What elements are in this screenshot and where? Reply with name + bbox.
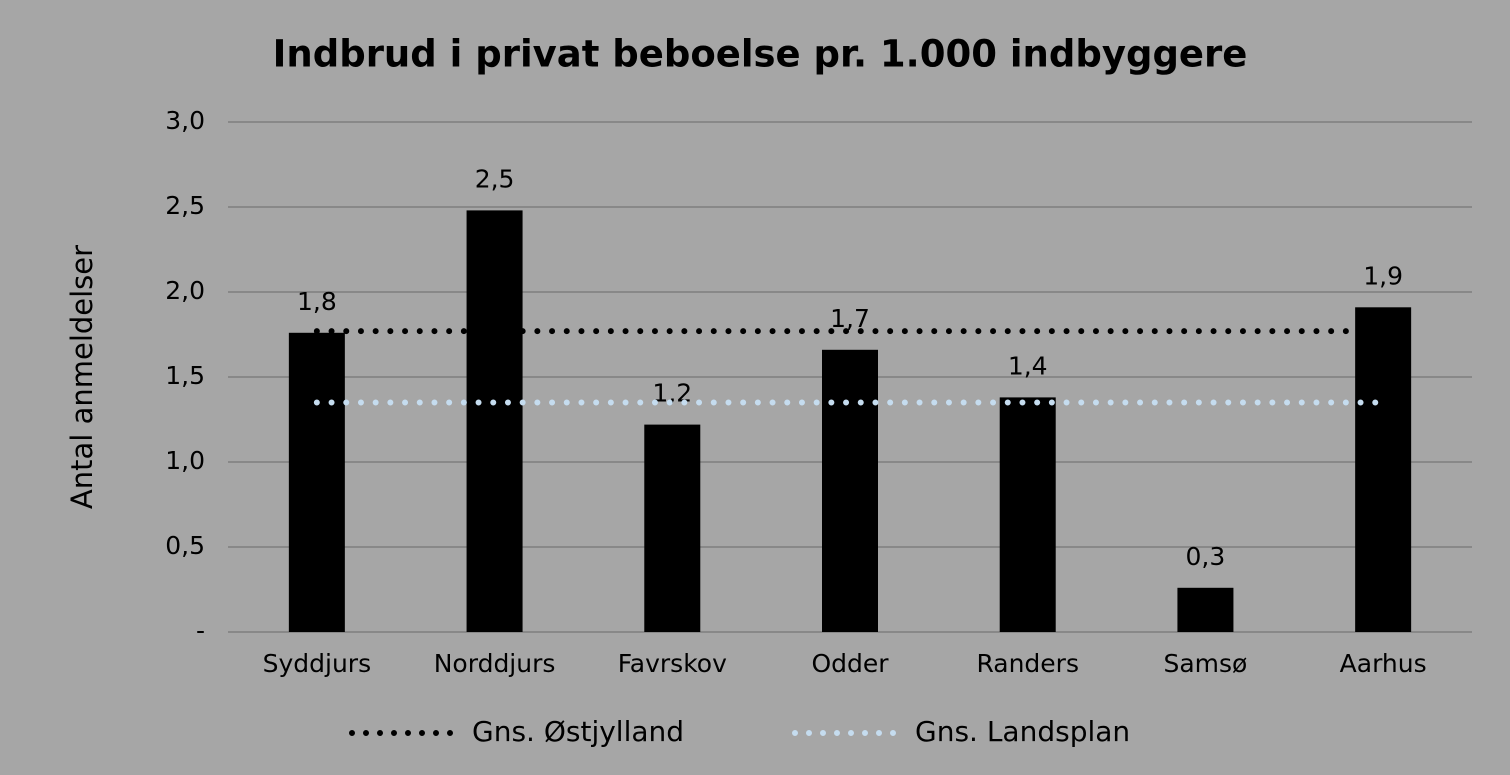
bar	[1355, 307, 1412, 632]
y-tick-label: 1,5	[165, 361, 205, 390]
data-label: 0,3	[1186, 542, 1226, 571]
y-tick-label: 0,5	[165, 531, 205, 560]
y-tick-label: 1,0	[165, 446, 205, 475]
bar	[288, 332, 345, 632]
data-label: 1,7	[830, 304, 870, 333]
x-tick-label: Syddjurs	[263, 649, 372, 678]
legend-label: Gns. Landsplan	[915, 715, 1130, 748]
y-tick-label: 3,0	[165, 106, 205, 135]
x-tick-label: Norddjurs	[434, 649, 556, 678]
bar	[1177, 587, 1234, 632]
x-tick-label: Favrskov	[618, 649, 727, 678]
data-label: 1,8	[297, 287, 337, 316]
bar	[644, 424, 701, 632]
y-tick-label: 2,0	[165, 276, 205, 305]
x-tick-label: Samsø	[1163, 649, 1247, 678]
x-tick-label: Randers	[976, 649, 1079, 678]
data-label: 1,4	[1008, 351, 1048, 380]
y-tick-label: 2,5	[165, 191, 205, 220]
bar	[466, 210, 523, 632]
legend-label: Gns. Østjylland	[472, 715, 684, 748]
y-axis-label: Antal anmeldelser	[65, 245, 99, 509]
y-tick-label: -	[196, 616, 205, 645]
x-tick-label: Aarhus	[1340, 649, 1427, 678]
bar	[822, 349, 878, 632]
chart-title: Indbrud i privat beboelse pr. 1.000 indb…	[273, 33, 1248, 76]
x-tick-label: Odder	[811, 649, 889, 678]
bar	[999, 397, 1056, 632]
data-label: 2,5	[475, 164, 515, 193]
data-label: 1,9	[1363, 261, 1403, 290]
